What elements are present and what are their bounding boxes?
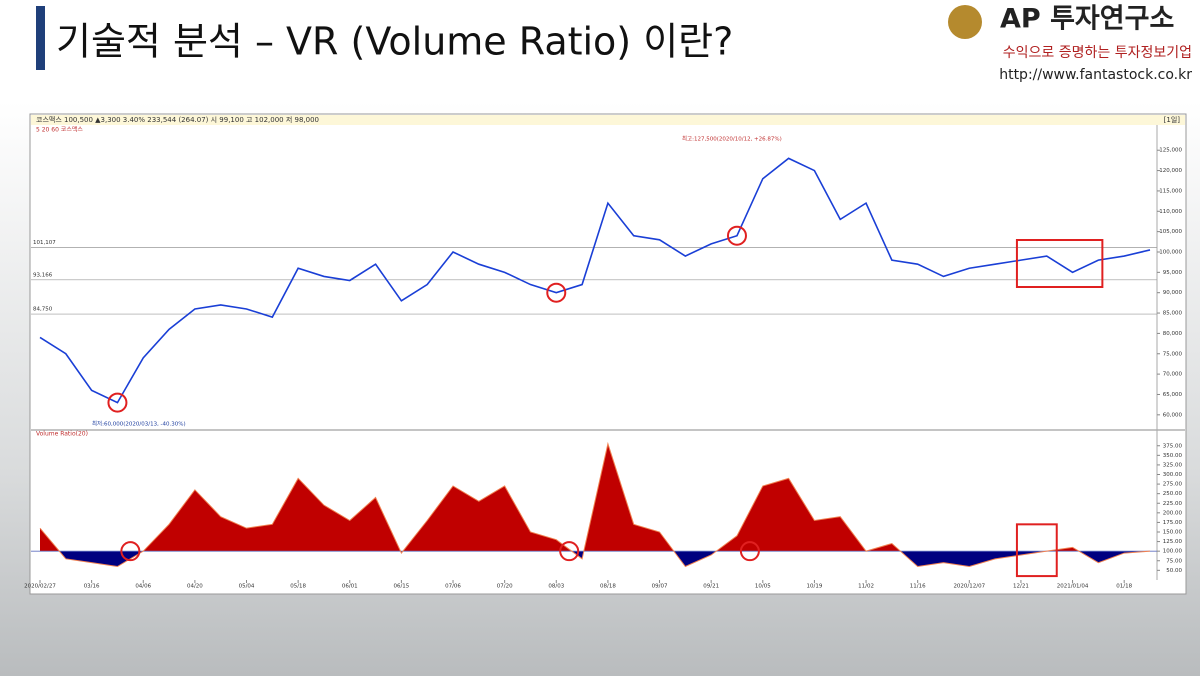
x-tick-label: 07/20 xyxy=(497,584,513,590)
highlight-circle xyxy=(559,541,580,562)
x-tick-label: 06/15 xyxy=(393,584,409,590)
y-tick-label: 120,000 xyxy=(1159,168,1182,174)
x-tick-label: 08/18 xyxy=(600,584,616,590)
x-tick-label: 10/19 xyxy=(806,584,822,590)
vr-title: Volume Ratio(20) xyxy=(36,431,88,438)
highlight-circle xyxy=(546,282,567,303)
y-tick-label: 175.00 xyxy=(1163,520,1183,526)
reference-label: 101,107 xyxy=(33,240,56,246)
x-tick-label: 2020/12/07 xyxy=(953,584,985,590)
x-tick-label: 05/04 xyxy=(239,584,255,590)
y-tick-label: 250.00 xyxy=(1163,491,1183,497)
x-tick-label: 09/21 xyxy=(703,584,719,590)
y-tick-label: 200.00 xyxy=(1163,510,1183,516)
y-tick-label: 60,000 xyxy=(1163,412,1183,418)
title-bar xyxy=(36,6,45,70)
period: [1일] xyxy=(1164,115,1181,124)
highlight-circle xyxy=(107,392,128,413)
vr-area-above xyxy=(40,443,1080,552)
highlight-circle xyxy=(726,225,747,246)
highlight-circle xyxy=(739,541,760,562)
y-tick-label: 80,000 xyxy=(1163,331,1183,337)
y-tick-label: 375.00 xyxy=(1163,443,1183,449)
vr-area-below xyxy=(40,551,1150,567)
x-tick-label: 09/07 xyxy=(652,584,668,590)
y-tick-label: 150.00 xyxy=(1163,530,1183,536)
y-tick-label: 110,000 xyxy=(1159,209,1182,215)
x-tick-label: 06/01 xyxy=(342,584,358,590)
y-tick-label: 90,000 xyxy=(1163,290,1183,296)
y-tick-label: 325.00 xyxy=(1163,462,1183,468)
y-tick-label: 115,000 xyxy=(1159,188,1182,194)
x-tick-label: 2020/02/27 xyxy=(24,584,56,590)
price-line xyxy=(39,157,1151,404)
y-tick-label: 105,000 xyxy=(1159,229,1182,235)
logo-icon xyxy=(948,5,982,39)
info-bar xyxy=(31,115,1185,125)
info-text: 코스맥스 100,500 ▲3,300 3.40% 233,544 (264.0… xyxy=(36,115,319,124)
y-tick-label: 95,000 xyxy=(1163,270,1183,276)
x-tick-label: 01/18 xyxy=(1116,584,1132,590)
y-tick-label: 300.00 xyxy=(1163,472,1183,478)
slide-title: 기술적 분석 – VR (Volume Ratio) 이란? xyxy=(56,20,733,64)
y-tick-label: 100.00 xyxy=(1163,549,1183,555)
x-tick-label: 11/16 xyxy=(910,584,926,590)
x-tick-label: 05/18 xyxy=(290,584,306,590)
x-tick-label: 08/03 xyxy=(548,584,564,590)
logo-tagline: 수익으로 증명하는 투자정보기업 xyxy=(1003,45,1192,61)
reference-label: 84,750 xyxy=(33,307,53,313)
highlight-box xyxy=(1015,523,1058,578)
highlight-circle xyxy=(120,541,141,562)
annotation: 최고:127,500(2020/10/12, +26.87%) xyxy=(682,135,782,143)
x-tick-label: 07/06 xyxy=(445,584,461,590)
y-tick-label: 65,000 xyxy=(1163,392,1183,398)
y-tick-label: 75.00 xyxy=(1166,558,1182,564)
x-tick-label: 11/02 xyxy=(858,584,874,590)
x-tick-label: 2021/01/04 xyxy=(1057,584,1089,590)
x-tick-label: 03/16 xyxy=(84,584,100,590)
x-tick-label: 04/20 xyxy=(187,584,203,590)
y-tick-label: 125.00 xyxy=(1163,539,1183,545)
y-tick-label: 100,000 xyxy=(1159,249,1182,255)
y-tick-label: 70,000 xyxy=(1163,372,1183,378)
logo-name: AP 투자연구소 xyxy=(1000,4,1174,35)
vr-line xyxy=(39,441,1151,568)
reference-label: 93,166 xyxy=(33,272,53,278)
y-tick-label: 85,000 xyxy=(1163,311,1183,317)
x-tick-label: 10/05 xyxy=(755,584,771,590)
url: http://www.fantastock.co.kr xyxy=(999,67,1192,83)
highlight-box xyxy=(1015,239,1104,288)
annotation: 최저:60,000(2020/03/13, -40.30%) xyxy=(92,420,186,428)
legend: 5 20 60 코스맥스 xyxy=(36,126,83,134)
y-tick-label: 225.00 xyxy=(1163,501,1183,507)
y-tick-label: 350.00 xyxy=(1163,453,1183,459)
y-tick-label: 275.00 xyxy=(1163,482,1183,488)
x-tick-label: 12/21 xyxy=(1013,584,1029,590)
y-tick-label: 50.00 xyxy=(1166,568,1182,574)
y-tick-label: 75,000 xyxy=(1163,351,1183,357)
x-tick-label: 04/06 xyxy=(135,584,151,590)
y-tick-label: 125,000 xyxy=(1159,148,1182,154)
